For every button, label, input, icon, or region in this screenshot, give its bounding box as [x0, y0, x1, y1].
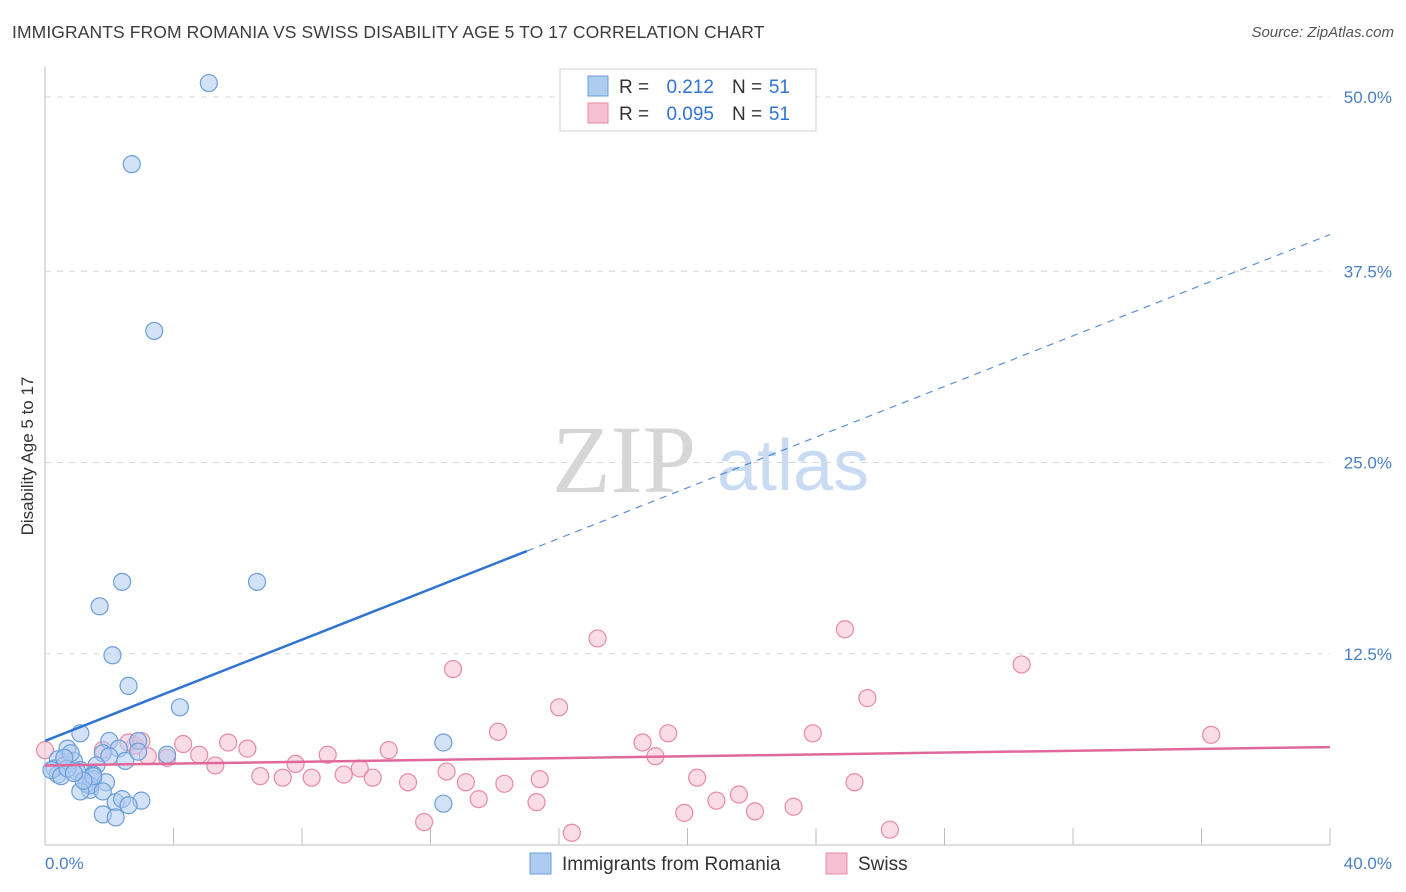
swiss-point [443, 659, 463, 679]
stats-legend: R = 0.212 N = 51 R = 0.095 N = 51 [559, 68, 817, 132]
stats-n-label-romania: N = [732, 77, 762, 98]
swiss-point [549, 698, 569, 717]
swiss-point [363, 768, 382, 787]
romania-point [157, 745, 177, 764]
trend-line-swiss [44, 745, 1331, 767]
swiss-point [835, 620, 855, 639]
stats-legend-swatch-romania [587, 75, 609, 97]
romania-point [170, 698, 190, 717]
y-tick-label: 50.0% [1344, 88, 1392, 107]
swiss-point [334, 765, 353, 784]
swiss-point [495, 774, 514, 793]
legend-swatch-romania [529, 852, 552, 875]
y-axis-title: Disability Age 5 to 17 [18, 377, 37, 536]
trend-line-romania-extrapolated [526, 233, 1331, 552]
romania-point [64, 763, 84, 783]
swiss-point [437, 762, 456, 781]
swiss-point [858, 689, 877, 708]
trend-line-romania [44, 549, 528, 743]
swiss-point [659, 724, 678, 743]
romania-point [145, 321, 164, 341]
y-tick-label: 12.5% [1344, 645, 1392, 664]
stats-n-label-swiss: N = [732, 104, 762, 125]
romania-point [119, 796, 138, 815]
stats-legend-swatch-swiss [587, 102, 609, 124]
x-tick-label-min: 0.0% [45, 854, 84, 873]
romania-point [247, 572, 267, 591]
romania-point [129, 742, 148, 761]
stats-r-label-swiss: R = [619, 104, 649, 125]
legend-label-romania: Immigrants from Romania [562, 854, 781, 875]
legend-label-swiss: Swiss [858, 854, 908, 875]
stats-r-label-romania: R = [619, 77, 649, 98]
romania-point [434, 733, 453, 752]
romania-point [119, 676, 138, 695]
romania-point [106, 808, 125, 827]
series-romania-points [42, 73, 453, 827]
x-tick-label-max: 40.0% [1344, 854, 1392, 873]
swiss-point [206, 756, 225, 775]
watermark-atlas: atlas [717, 426, 869, 506]
legend-swatch-swiss [825, 852, 848, 875]
stats-n-value-swiss: 51 [769, 104, 790, 125]
swiss-point [251, 767, 270, 786]
swiss-point [633, 733, 652, 752]
swiss-point [530, 770, 549, 789]
swiss-point [174, 734, 193, 754]
swiss-point [414, 812, 434, 832]
swiss-point [456, 773, 475, 792]
swiss-point [488, 722, 508, 741]
swiss-point [238, 739, 257, 758]
swiss-point [562, 823, 581, 842]
romania-point [199, 73, 218, 93]
romania-point [55, 748, 74, 767]
swiss-point [845, 773, 864, 792]
chart-title: IMMIGRANTS FROM ROMANIA VS SWISS DISABIL… [12, 22, 765, 42]
swiss-point [318, 745, 337, 764]
stats-n-value-romania: 51 [769, 77, 790, 98]
swiss-point [286, 754, 305, 774]
swiss-point [880, 820, 899, 839]
romania-point [93, 782, 112, 801]
stats-r-value-swiss: 0.095 [666, 104, 714, 125]
watermark-zip: ZIP [552, 406, 696, 513]
romania-point [122, 155, 141, 174]
swiss-point [379, 741, 398, 760]
gridlines [45, 96, 1330, 655]
swiss-point [707, 791, 726, 810]
y-tick-label: 25.0% [1344, 454, 1392, 473]
y-tick-label: 37.5% [1344, 262, 1392, 281]
x-axis-ticks [44, 828, 1331, 845]
swiss-point [469, 789, 488, 809]
series-legend: Immigrants from Romania Swiss [529, 852, 908, 875]
swiss-point [588, 629, 607, 648]
swiss-point [302, 768, 321, 787]
swiss-point [273, 768, 292, 787]
swiss-point [745, 802, 765, 821]
swiss-point [729, 785, 749, 804]
swiss-point [190, 745, 209, 764]
romania-point [434, 794, 453, 813]
source-label: Source: ZipAtlas.com [1251, 24, 1394, 41]
swiss-point [1012, 655, 1031, 674]
swiss-point [219, 733, 238, 752]
romania-point [112, 572, 132, 591]
trend-lines [44, 233, 1331, 767]
romania-point [103, 646, 122, 665]
swiss-point [675, 803, 694, 822]
swiss-point [35, 741, 55, 760]
swiss-point [398, 773, 418, 792]
swiss-point [784, 797, 803, 816]
swiss-point [803, 724, 822, 743]
stats-r-value-romania: 0.212 [666, 77, 714, 98]
swiss-point [527, 793, 546, 812]
y-tick-labels: 12.5% 25.0% 37.5% 50.0% [1344, 88, 1392, 664]
swiss-point [1202, 725, 1221, 744]
romania-point [90, 597, 109, 616]
watermark: ZIP atlas [552, 406, 869, 513]
swiss-point [688, 768, 707, 787]
